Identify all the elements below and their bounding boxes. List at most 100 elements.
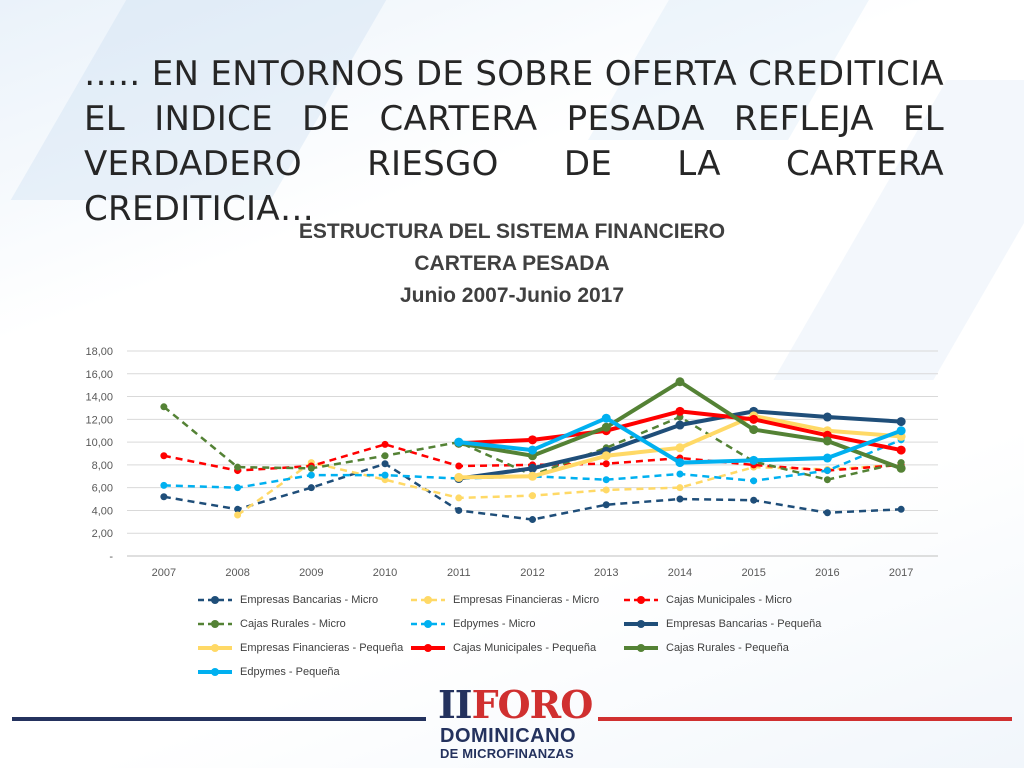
y-tick-label: 4,00	[92, 505, 113, 517]
legend-label: Cajas Municipales - Pequeña	[453, 642, 597, 654]
series-8-point	[675, 377, 685, 387]
x-tick-label: 2008	[225, 567, 249, 579]
series-6-point	[675, 443, 685, 453]
series-0-point	[676, 495, 684, 503]
series-7-point	[896, 445, 906, 455]
x-tick-label: 2007	[152, 567, 176, 579]
series-6-point	[601, 451, 611, 461]
legend-swatch	[411, 596, 445, 604]
chart-date-range: Junio 2007-Junio 2017	[399, 284, 625, 307]
y-tick-label: 12,00	[85, 414, 113, 426]
series-2-point	[381, 440, 389, 448]
series-9-point	[675, 458, 685, 468]
legend-swatch	[198, 620, 232, 628]
series-4-point	[823, 467, 831, 475]
line-chart: - 2,00 4,00 6,00 8,00 10,00 12,00 14,00 16,00 18,…	[85, 346, 938, 579]
y-tick-label: 14,00	[85, 392, 113, 404]
legend-swatch	[624, 596, 658, 604]
legend-label: Empresas Financieras - Micro	[453, 594, 600, 606]
x-tick-label: 2011	[447, 567, 471, 579]
series-8-point	[749, 425, 759, 435]
series-1-point	[602, 486, 610, 494]
series-9-point	[528, 445, 537, 455]
series-3-point	[307, 464, 315, 472]
legend-label: Edpymes - Micro	[453, 618, 536, 630]
series-0-point	[897, 505, 905, 513]
series-0-point	[602, 501, 610, 509]
series-1-point	[455, 494, 463, 502]
series-2-point	[455, 462, 463, 470]
series-6-point	[454, 472, 464, 482]
legend-item: Cajas Rurales - Micro	[196, 616, 346, 632]
series-2-point	[160, 452, 168, 460]
legend-item: Cajas Rurales - Pequeña	[622, 640, 789, 656]
series-9-point	[896, 426, 906, 436]
series-0-point	[455, 506, 463, 514]
legend-swatch	[198, 596, 232, 604]
y-tick-label: 18,00	[85, 346, 113, 358]
legend-item: Empresas Bancarias - Pequeña	[622, 616, 821, 632]
logo-line-1: DOMINICANO	[440, 725, 577, 747]
x-tick-label: 2012	[520, 567, 544, 579]
y-tick-label: 16,00	[85, 369, 113, 381]
legend-label: Empresas Bancarias - Micro	[240, 594, 379, 606]
series-0-point	[234, 505, 242, 513]
chart-title: ESTRUCTURA DEL SISTEMA FINANCIERO	[298, 220, 726, 243]
legend-label: Cajas Rurales - Micro	[240, 618, 346, 630]
series-1-point	[234, 511, 242, 519]
legend-label: Edpymes - Pequeña	[240, 666, 340, 678]
series-9-point	[749, 455, 759, 465]
series-9-point	[454, 437, 464, 447]
series-4-point	[234, 484, 242, 492]
series-0-point	[823, 509, 831, 517]
series-4-line	[163, 438, 902, 489]
series-9-point	[601, 413, 611, 423]
series-2-point	[602, 460, 610, 468]
series-5-point	[675, 420, 685, 430]
series-0-point	[160, 493, 168, 501]
y-tick-label: -	[109, 551, 113, 563]
series-4-point	[160, 481, 168, 489]
legend-swatch	[198, 668, 232, 676]
legend-item: Cajas Municipales - Micro	[622, 592, 792, 608]
series-3-point	[823, 476, 831, 484]
legend-item: Edpymes - Micro	[409, 616, 536, 632]
series-5-point	[528, 463, 537, 473]
legend-item: Cajas Municipales - Pequeña	[409, 640, 596, 656]
y-tick-label: 8,00	[92, 460, 113, 472]
x-tick-label: 2014	[668, 567, 692, 579]
legend-swatch	[624, 620, 658, 628]
legend-item: Edpymes - Pequeña	[196, 664, 340, 680]
y-tick-label: 2,00	[92, 528, 113, 540]
series-7-point	[675, 406, 685, 416]
series-1-line	[236, 461, 902, 517]
legend-item: Empresas Financieras - Pequeña	[196, 640, 403, 656]
series-6-point	[528, 471, 537, 481]
series-8-point	[601, 422, 611, 432]
x-tick-label: 2013	[594, 567, 618, 579]
legend-swatch	[411, 644, 445, 652]
series-0-point	[529, 516, 536, 524]
legend-item: Empresas Bancarias - Micro	[196, 592, 378, 608]
legend-swatch	[198, 644, 232, 652]
legend-item: Empresas Financieras - Micro	[409, 592, 599, 608]
x-tick-label: 2010	[373, 567, 397, 579]
legend-label: Empresas Bancarias - Pequeña	[666, 618, 822, 630]
footer-line-right	[598, 717, 1012, 721]
legend-swatch	[411, 620, 445, 628]
series-8-point	[822, 436, 832, 446]
y-tick-label: 10,00	[85, 437, 113, 449]
series-9-point	[822, 453, 832, 463]
series-4-point	[676, 470, 684, 478]
x-tick-label: 2017	[889, 567, 913, 579]
y-tick-label: 6,00	[92, 483, 113, 495]
slide-title: ….. EN ENTORNOS DE SOBRE OFERTA CREDITIC…	[84, 54, 944, 229]
series-0-point	[381, 460, 389, 468]
series-4-point	[307, 471, 315, 479]
series-3-point	[160, 403, 168, 411]
series-3-point	[381, 452, 389, 460]
series-5-point	[822, 412, 832, 422]
series-1-point	[529, 492, 536, 500]
series-1-point	[676, 484, 684, 492]
legend-label: Empresas Financieras - Pequeña	[240, 642, 404, 654]
